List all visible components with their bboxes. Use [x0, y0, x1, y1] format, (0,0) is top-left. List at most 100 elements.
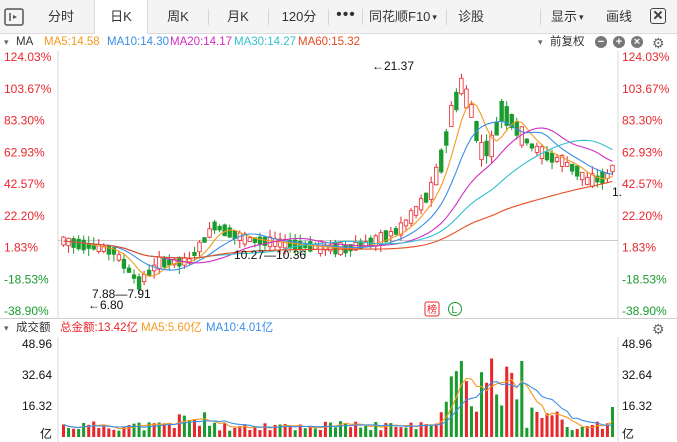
volume-bar: [600, 428, 604, 437]
y-tick-label-left: 42.57%: [4, 177, 45, 191]
price-chart[interactable]: 124.03% 124.03% 103.67% 103.67% 83.30% 83.30%…: [0, 51, 677, 318]
tab-intraday[interactable]: 分时: [47, 9, 74, 24]
adjust-arrow-icon[interactable]: ▾: [538, 37, 543, 47]
candle-body: [398, 222, 404, 236]
y-tick-label-left: 22.20%: [4, 209, 45, 223]
volume-bar: [364, 425, 368, 437]
chevron-down-icon: ▾: [432, 12, 437, 22]
volume-bar: [197, 425, 202, 437]
diagnose-button[interactable]: 诊股: [458, 9, 485, 24]
y-tick-label-right: 22.20%: [622, 209, 663, 223]
pane-divider: [0, 318, 677, 319]
volume-bar: [389, 423, 393, 437]
volume-bar: [459, 361, 463, 437]
volume-bar: [112, 429, 116, 437]
volume-bar: [515, 399, 519, 437]
y-tick-label-right: 83.30%: [622, 114, 663, 128]
candle-body: [439, 149, 444, 173]
period-toolbar: 分时 日K 周K 月K 120分 ••• 同花顺F10 ▾ 诊股 显示 ▾ 画线: [0, 0, 677, 34]
tab-monthly-k[interactable]: 月K: [227, 9, 249, 24]
vol-tick-left: 48.96: [22, 337, 52, 351]
volume-bar: [394, 426, 398, 437]
candle-body: [141, 273, 147, 283]
candle-body: [504, 106, 509, 126]
volume-bar: [344, 423, 348, 437]
expand-icon[interactable]: [3, 6, 25, 28]
volume-bar: [414, 429, 418, 437]
hot-rank-badge: [424, 301, 440, 317]
vol-ma5-line: [63, 377, 613, 430]
volume-bar: [318, 429, 322, 437]
candle-body: [449, 105, 454, 127]
candle-body: [81, 239, 86, 251]
candle-body: [600, 171, 605, 184]
high-price-label: ←21.37: [372, 59, 414, 73]
tab-120min[interactable]: 120分: [281, 9, 317, 24]
collapse-arrow-icon[interactable]: ▾: [4, 37, 9, 47]
candle-body: [338, 242, 343, 255]
candle-body: [192, 251, 197, 257]
y-tick-label-right: -18.53%: [622, 272, 667, 286]
close-circle-icon[interactable]: ×: [631, 36, 643, 48]
volume-bar: [313, 428, 317, 437]
candle-body: [212, 221, 217, 231]
volume-bar: [248, 429, 252, 437]
draw-line-button[interactable]: 画线: [606, 9, 633, 24]
candle-body: [152, 264, 157, 272]
tab-daily-k[interactable]: 日K: [94, 0, 148, 34]
candle-body: [172, 258, 177, 266]
volume-bar: [545, 413, 549, 437]
minus-icon[interactable]: −: [595, 36, 607, 48]
f10-dropdown[interactable]: 同花顺F10 ▾: [369, 0, 437, 34]
vol-ma10-line: [63, 381, 613, 429]
volume-bar: [535, 411, 539, 437]
more-periods-button[interactable]: •••: [336, 6, 356, 23]
gear-icon[interactable]: ⚙: [652, 35, 665, 51]
volume-title[interactable]: 成交额: [16, 322, 51, 334]
candle-body: [429, 182, 434, 200]
y-tick-label-left: 103.67%: [4, 82, 52, 96]
l-badge-label: L: [452, 305, 458, 316]
volume-bar: [233, 427, 237, 437]
candle-body: [106, 245, 112, 255]
volume-bar: [238, 426, 242, 437]
candle-body: [499, 100, 504, 122]
adjust-dropdown[interactable]: 前复权: [550, 36, 585, 48]
volume-bar: [585, 426, 589, 437]
vol-unit-left: 亿: [40, 426, 52, 441]
tab-weekly-k[interactable]: 周K: [167, 9, 189, 24]
candle-body: [575, 165, 580, 177]
close-icon[interactable]: [650, 8, 666, 24]
collapse-arrow-icon[interactable]: ▾: [4, 323, 9, 333]
volume-bar: [369, 430, 373, 437]
ma10-legend: MA10:14.30: [107, 36, 170, 48]
volume-bar: [570, 430, 574, 437]
volume-bar: [434, 423, 438, 437]
volume-bar: [92, 421, 96, 437]
plus-icon[interactable]: +: [613, 36, 625, 48]
ma5-line: [63, 101, 613, 277]
vol-tick-left: 32.64: [22, 368, 52, 382]
ma-label[interactable]: MA: [16, 36, 34, 48]
volume-bar: [172, 427, 176, 437]
volume-bar: [525, 427, 529, 437]
candle-body: [197, 241, 202, 253]
gear-icon[interactable]: ⚙: [652, 321, 665, 337]
candle-body: [373, 235, 378, 247]
low-range-label: 7.88—7.91: [92, 287, 151, 301]
candle-body: [524, 138, 530, 144]
candle-body: [454, 91, 459, 111]
volume-bar: [218, 430, 222, 437]
volume-chart[interactable]: 48.96 48.96 32.64 32.64 16.32 16.32 亿 亿: [0, 337, 677, 442]
candle-body: [328, 244, 333, 252]
volume-bar: [323, 421, 327, 437]
y-tick-label-left: 1.83%: [4, 241, 38, 255]
volume-bar: [278, 424, 282, 437]
volume-bar: [474, 411, 479, 437]
candle-body: [308, 241, 313, 252]
candle-body: [418, 198, 424, 211]
volume-bar: [268, 430, 272, 437]
display-dropdown[interactable]: 显示 ▾: [551, 0, 584, 34]
volume-bar: [399, 427, 403, 437]
volume-bar: [223, 422, 227, 437]
